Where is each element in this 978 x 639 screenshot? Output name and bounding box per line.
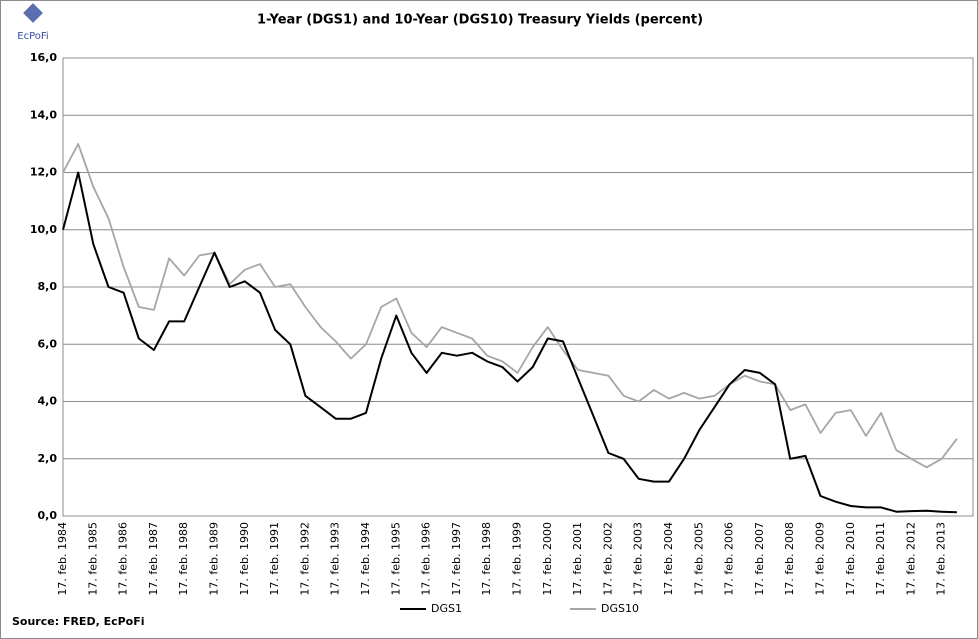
x-tick-label: 17. feb. 2003 bbox=[632, 522, 645, 596]
legend-label: DGS1 bbox=[431, 602, 462, 615]
x-tick-label: 17. feb. 2002 bbox=[601, 522, 614, 596]
logo-text: EcPoFi bbox=[17, 31, 48, 42]
y-tick-label: 12,0 bbox=[30, 166, 57, 179]
x-tick-label: 17. feb. 2000 bbox=[541, 522, 554, 596]
x-tick-label: 17. feb. 1997 bbox=[450, 522, 463, 596]
x-tick-label: 17. feb. 2012 bbox=[904, 522, 917, 596]
x-tick-label: 17. feb. 1996 bbox=[420, 522, 433, 596]
y-tick-label: 6,0 bbox=[38, 337, 58, 350]
x-tick-label: 17. feb. 2011 bbox=[874, 522, 887, 596]
x-tick-label: 17. feb. 2008 bbox=[783, 522, 796, 596]
y-tick-label: 10,0 bbox=[30, 223, 57, 236]
x-tick-label: 17. feb. 1993 bbox=[329, 522, 342, 596]
x-tick-label: 17. feb. 2005 bbox=[692, 522, 705, 596]
x-tick-label: 17. feb. 1987 bbox=[147, 522, 160, 596]
series-line bbox=[62, 143, 958, 469]
y-tick-label: 8,0 bbox=[38, 280, 58, 293]
x-tick-label: 17. feb. 1999 bbox=[511, 522, 524, 596]
series-line bbox=[62, 171, 957, 514]
x-tick-label: 17. feb. 1994 bbox=[359, 522, 372, 596]
x-tick-label: 17. feb. 1990 bbox=[238, 522, 251, 596]
y-tick-label: 2,0 bbox=[38, 452, 58, 465]
x-tick-label: 17. feb. 2001 bbox=[571, 522, 584, 596]
x-tick-label: 17. feb. 2007 bbox=[753, 522, 766, 596]
x-tick-label: 17. feb. 1991 bbox=[268, 522, 281, 596]
x-tick-label: 17. feb. 1988 bbox=[177, 522, 190, 596]
x-tick-label: 17. feb. 2010 bbox=[844, 522, 857, 596]
x-tick-label: 17. feb. 1986 bbox=[117, 522, 130, 596]
x-tick-label: 17. feb. 1998 bbox=[480, 522, 493, 596]
x-tick-label: 17. feb. 2009 bbox=[814, 522, 827, 596]
source: Source: FRED, EcPoFi bbox=[12, 615, 145, 628]
x-tick-label: 17. feb. 1995 bbox=[389, 522, 402, 596]
x-tick-label: 17. feb. 1985 bbox=[86, 522, 99, 596]
chart-title: 1-Year (DGS1) and 10-Year (DGS10) Treasu… bbox=[257, 13, 703, 28]
x-tick-label: 17. feb. 2013 bbox=[935, 522, 948, 596]
x-tick-label: 17. feb. 1992 bbox=[298, 522, 311, 596]
x-tick-label: 17. feb. 1989 bbox=[208, 522, 221, 596]
x-tick-label: 17. feb. 1984 bbox=[56, 522, 69, 596]
x-tick-label: 17. feb. 2004 bbox=[662, 522, 675, 596]
y-tick-label: 4,0 bbox=[38, 395, 58, 408]
legend-label: DGS10 bbox=[601, 602, 639, 615]
x-tick-label: 17. feb. 2006 bbox=[723, 522, 736, 596]
y-tick-label: 0,0 bbox=[38, 509, 58, 522]
y-tick-label: 16,0 bbox=[30, 51, 57, 64]
y-tick-label: 14,0 bbox=[30, 108, 57, 121]
